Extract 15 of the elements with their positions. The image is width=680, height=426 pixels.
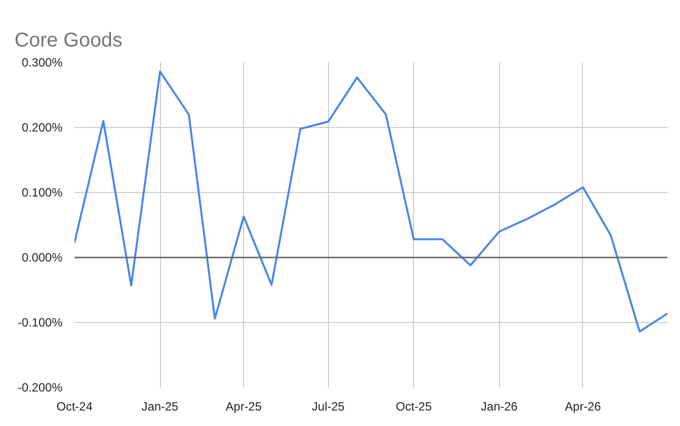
y-tick-label: 0.200% bbox=[22, 120, 63, 134]
x-tick-label: Jan-25 bbox=[142, 400, 179, 414]
x-tick-label: Apr-26 bbox=[564, 400, 602, 414]
x-tick-label: Jul-25 bbox=[312, 400, 345, 414]
x-tick-label: Oct-24 bbox=[56, 400, 93, 414]
y-tick-label: 0.000% bbox=[22, 250, 63, 264]
y-tick-label: 0.100% bbox=[22, 186, 63, 200]
chart-title: Core Goods bbox=[14, 30, 122, 52]
y-tick-label: -0.100% bbox=[18, 316, 63, 330]
x-tick-label: Jan-26 bbox=[480, 400, 518, 414]
y-tick-label: 0.300% bbox=[22, 56, 63, 70]
y-tick-label: -0.200% bbox=[18, 380, 63, 394]
x-tick-label: Oct-25 bbox=[396, 400, 432, 414]
line-series bbox=[74, 70, 668, 333]
x-tick-label: Apr-25 bbox=[226, 400, 262, 414]
